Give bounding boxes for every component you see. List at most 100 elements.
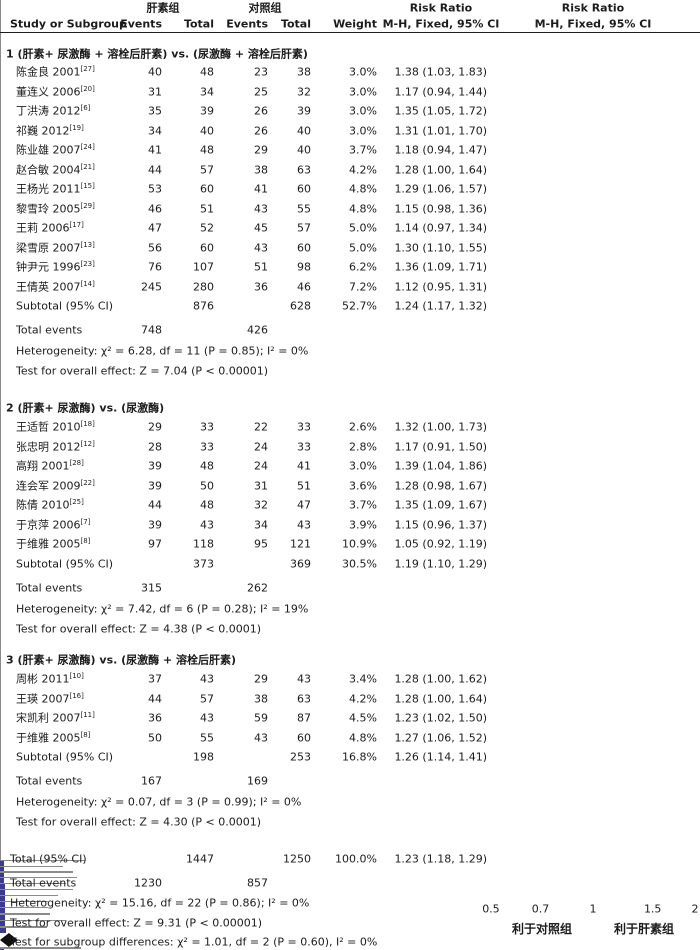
events-treatment: 37: [148, 672, 162, 686]
heterogeneity-text: Heterogeneity: χ² = 7.42, df = 6 (P = 0.…: [16, 602, 309, 616]
study-name: 王杨光 2011: [16, 182, 81, 196]
x-axis-tick-label: 0.7: [531, 902, 550, 916]
effect-square: [0, 883, 5, 889]
total-control: 43: [297, 518, 311, 532]
study-label: 张忠明 2012[12]: [16, 439, 95, 454]
events-control: 24: [254, 440, 268, 454]
study-label: 黎雪玲 2005[29]: [16, 201, 95, 216]
events-control: 857: [247, 876, 268, 890]
study-name: 于维雅 2005: [16, 731, 81, 745]
study-name: 王适哲 2010: [16, 420, 81, 434]
ci-line: [0, 926, 48, 928]
events-control: 45: [254, 221, 268, 235]
study-label: 钟尹元 1996[23]: [16, 260, 95, 275]
overall-effect-text: Test for overall effect: Z = 9.31 (P < 0…: [10, 916, 262, 930]
control-group-header: 对照组: [248, 1, 282, 15]
subgroup-title: 3 (肝素+ 尿激酶) vs. (尿激酶 + 溶栓后肝素): [6, 653, 237, 667]
total-treatment: 48: [200, 459, 214, 473]
study-name: 梁雪原 2007: [16, 241, 81, 255]
total-control: 253: [290, 750, 311, 764]
study-name: 祁巍 2012: [16, 124, 70, 138]
total-treatment: 34: [200, 85, 214, 99]
total-control: 369: [290, 557, 311, 571]
events-treatment: 97: [148, 537, 162, 551]
events-treatment: 245: [141, 280, 162, 294]
weight: 7.2%: [349, 280, 377, 294]
study-label: 陈业雄 2007[24]: [16, 143, 95, 158]
total-control: 628: [290, 299, 311, 313]
effect-square: [0, 866, 5, 872]
events-treatment: 34: [148, 124, 162, 138]
study-ref: [29]: [80, 201, 95, 210]
weight: 2.6%: [349, 420, 377, 434]
treatment-group-header: 肝素组: [146, 1, 180, 15]
events-control: 51: [254, 260, 268, 274]
study-label: 王适哲 2010[18]: [16, 420, 95, 435]
weight: 3.4%: [349, 672, 377, 686]
events-control: 169: [247, 774, 268, 788]
ci-text: 1.27 (1.06, 1.52): [394, 731, 487, 745]
x-axis-tick-label: 2: [691, 902, 699, 916]
total-events-label: Total events: [16, 323, 83, 337]
events-control: 43: [254, 731, 268, 745]
study-ref: [11]: [80, 711, 95, 720]
total-control: 98: [297, 260, 311, 274]
study-ref: [19]: [69, 123, 84, 132]
study-name: 王瑛 2007: [16, 692, 70, 706]
effect-square: [0, 878, 5, 883]
x-axis-tick-label: 1.5: [643, 902, 662, 916]
ci-text: 1.23 (1.02, 1.50): [394, 711, 487, 725]
total-treatment: 51: [200, 202, 214, 216]
study-name: 陈业雄 2007: [16, 143, 81, 157]
events-control: 29: [254, 672, 268, 686]
study-ref: [22]: [80, 478, 95, 487]
total-control: 57: [297, 221, 311, 235]
events-treatment: 41: [148, 143, 162, 157]
header-divider: [0, 32, 700, 34]
ci-line: [0, 871, 73, 873]
study-label: 丁洪涛 2012[6]: [16, 105, 90, 119]
ci-text: 1.36 (1.09, 1.71): [394, 260, 487, 274]
events-control: 24: [254, 459, 268, 473]
study-ref: [13]: [80, 240, 95, 249]
events-control: 43: [254, 202, 268, 216]
study-label: 连会军 2009[22]: [16, 478, 95, 493]
total-treatment: 39: [200, 104, 214, 118]
ci-line: [0, 894, 58, 896]
study-name: 钟尹元 1996: [16, 260, 81, 274]
total-control: 51: [297, 479, 311, 493]
ci-text: 1.39 (1.04, 1.86): [394, 459, 487, 473]
ci-line: [0, 876, 77, 879]
weight: 2.8%: [349, 440, 377, 454]
total-control: 1250: [283, 852, 311, 866]
weight: 4.2%: [349, 692, 377, 706]
weight: 3.0%: [349, 65, 377, 79]
total-control: 40: [297, 124, 311, 138]
ci-text: 1.23 (1.18, 1.29): [394, 852, 487, 866]
study-ref: [14]: [80, 279, 95, 288]
events-control: 29: [254, 143, 268, 157]
ci-text: 1.32 (1.00, 1.73): [394, 420, 487, 434]
total-treatment: 43: [200, 518, 214, 532]
ci-text: 1.19 (1.10, 1.29): [394, 557, 487, 571]
total-control: 121: [290, 537, 311, 551]
events-control: 26: [254, 124, 268, 138]
study-label: 梁雪原 2007[13]: [16, 240, 95, 255]
study-ref: [23]: [80, 260, 95, 269]
events-control: 26: [254, 104, 268, 118]
subgroup-diff-text: Test for subgroup differences: χ² = 1.01…: [10, 935, 378, 949]
subtotal-label: Subtotal (95% CI): [16, 299, 114, 313]
col-header-events-control: Events: [226, 17, 268, 31]
study-label: 王倩英 2007[14]: [16, 279, 95, 294]
total-treatment: 118: [193, 537, 214, 551]
study-ref: [15]: [80, 182, 95, 191]
events-treatment: 76: [148, 260, 162, 274]
subtotal-label: Subtotal (95% CI): [16, 750, 114, 764]
overall-effect-text: Test for overall effect: Z = 4.30 (P < 0…: [16, 815, 261, 829]
x-axis-tick-label: 0.5: [482, 902, 500, 916]
total-treatment: 57: [200, 163, 214, 177]
study-ref: [12]: [80, 439, 95, 448]
ci-text: 1.15 (0.98, 1.36): [394, 202, 487, 216]
weight: 4.5%: [349, 711, 377, 725]
events-control: 426: [247, 323, 268, 337]
